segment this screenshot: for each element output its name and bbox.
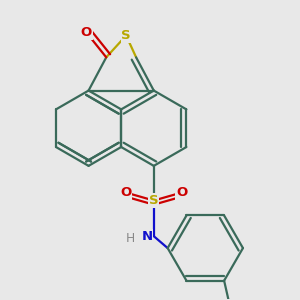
Text: O: O bbox=[81, 26, 92, 39]
Text: S: S bbox=[121, 29, 131, 42]
Text: O: O bbox=[120, 186, 132, 199]
Text: O: O bbox=[176, 186, 187, 199]
Text: N: N bbox=[141, 230, 152, 243]
Text: H: H bbox=[125, 232, 135, 245]
Text: S: S bbox=[149, 194, 159, 207]
